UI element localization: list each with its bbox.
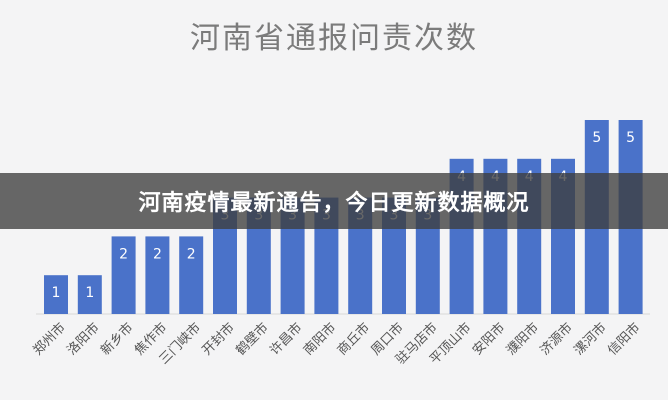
bar-郑州市 — [44, 275, 68, 314]
x-tick-label: 郑州市 — [30, 320, 69, 359]
x-tick-label: 开封市 — [199, 320, 238, 359]
bar-value-label: 2 — [187, 246, 196, 262]
bar-焦作市 — [145, 236, 170, 314]
x-tick-label: 新乡市 — [98, 320, 137, 359]
headline-text: 河南疫情最新通告，今日更新数据概况 — [138, 191, 530, 216]
bar-value-label: 1 — [52, 285, 61, 301]
headline-banner: 河南疫情最新通告，今日更新数据概况 — [0, 173, 668, 229]
bar-洛阳市 — [77, 275, 102, 314]
x-tick-label: 商丘市 — [334, 320, 373, 359]
x-tick-label: 信阳市 — [605, 320, 644, 359]
x-tick-label: 漯河市 — [571, 320, 610, 359]
x-tick-label: 安阳市 — [469, 320, 508, 359]
bar-value-label: 5 — [626, 130, 635, 146]
bar-value-label: 2 — [119, 246, 128, 262]
bar-value-label: 1 — [85, 285, 94, 301]
x-tick-label: 济源市 — [537, 320, 576, 359]
x-tick-label: 鹤壁市 — [233, 320, 272, 359]
x-tick-label: 濮阳市 — [503, 320, 542, 359]
x-tick-label: 洛阳市 — [64, 320, 103, 359]
chart-title: 河南省通报问责次数 — [190, 21, 478, 56]
bar-新乡市 — [111, 236, 136, 314]
x-tick-label: 许昌市 — [267, 320, 306, 359]
bar-三门峡市 — [179, 236, 204, 314]
bar-value-label: 5 — [592, 130, 601, 146]
x-tick-label: 南阳市 — [300, 320, 339, 359]
bar-value-label: 2 — [153, 246, 162, 262]
